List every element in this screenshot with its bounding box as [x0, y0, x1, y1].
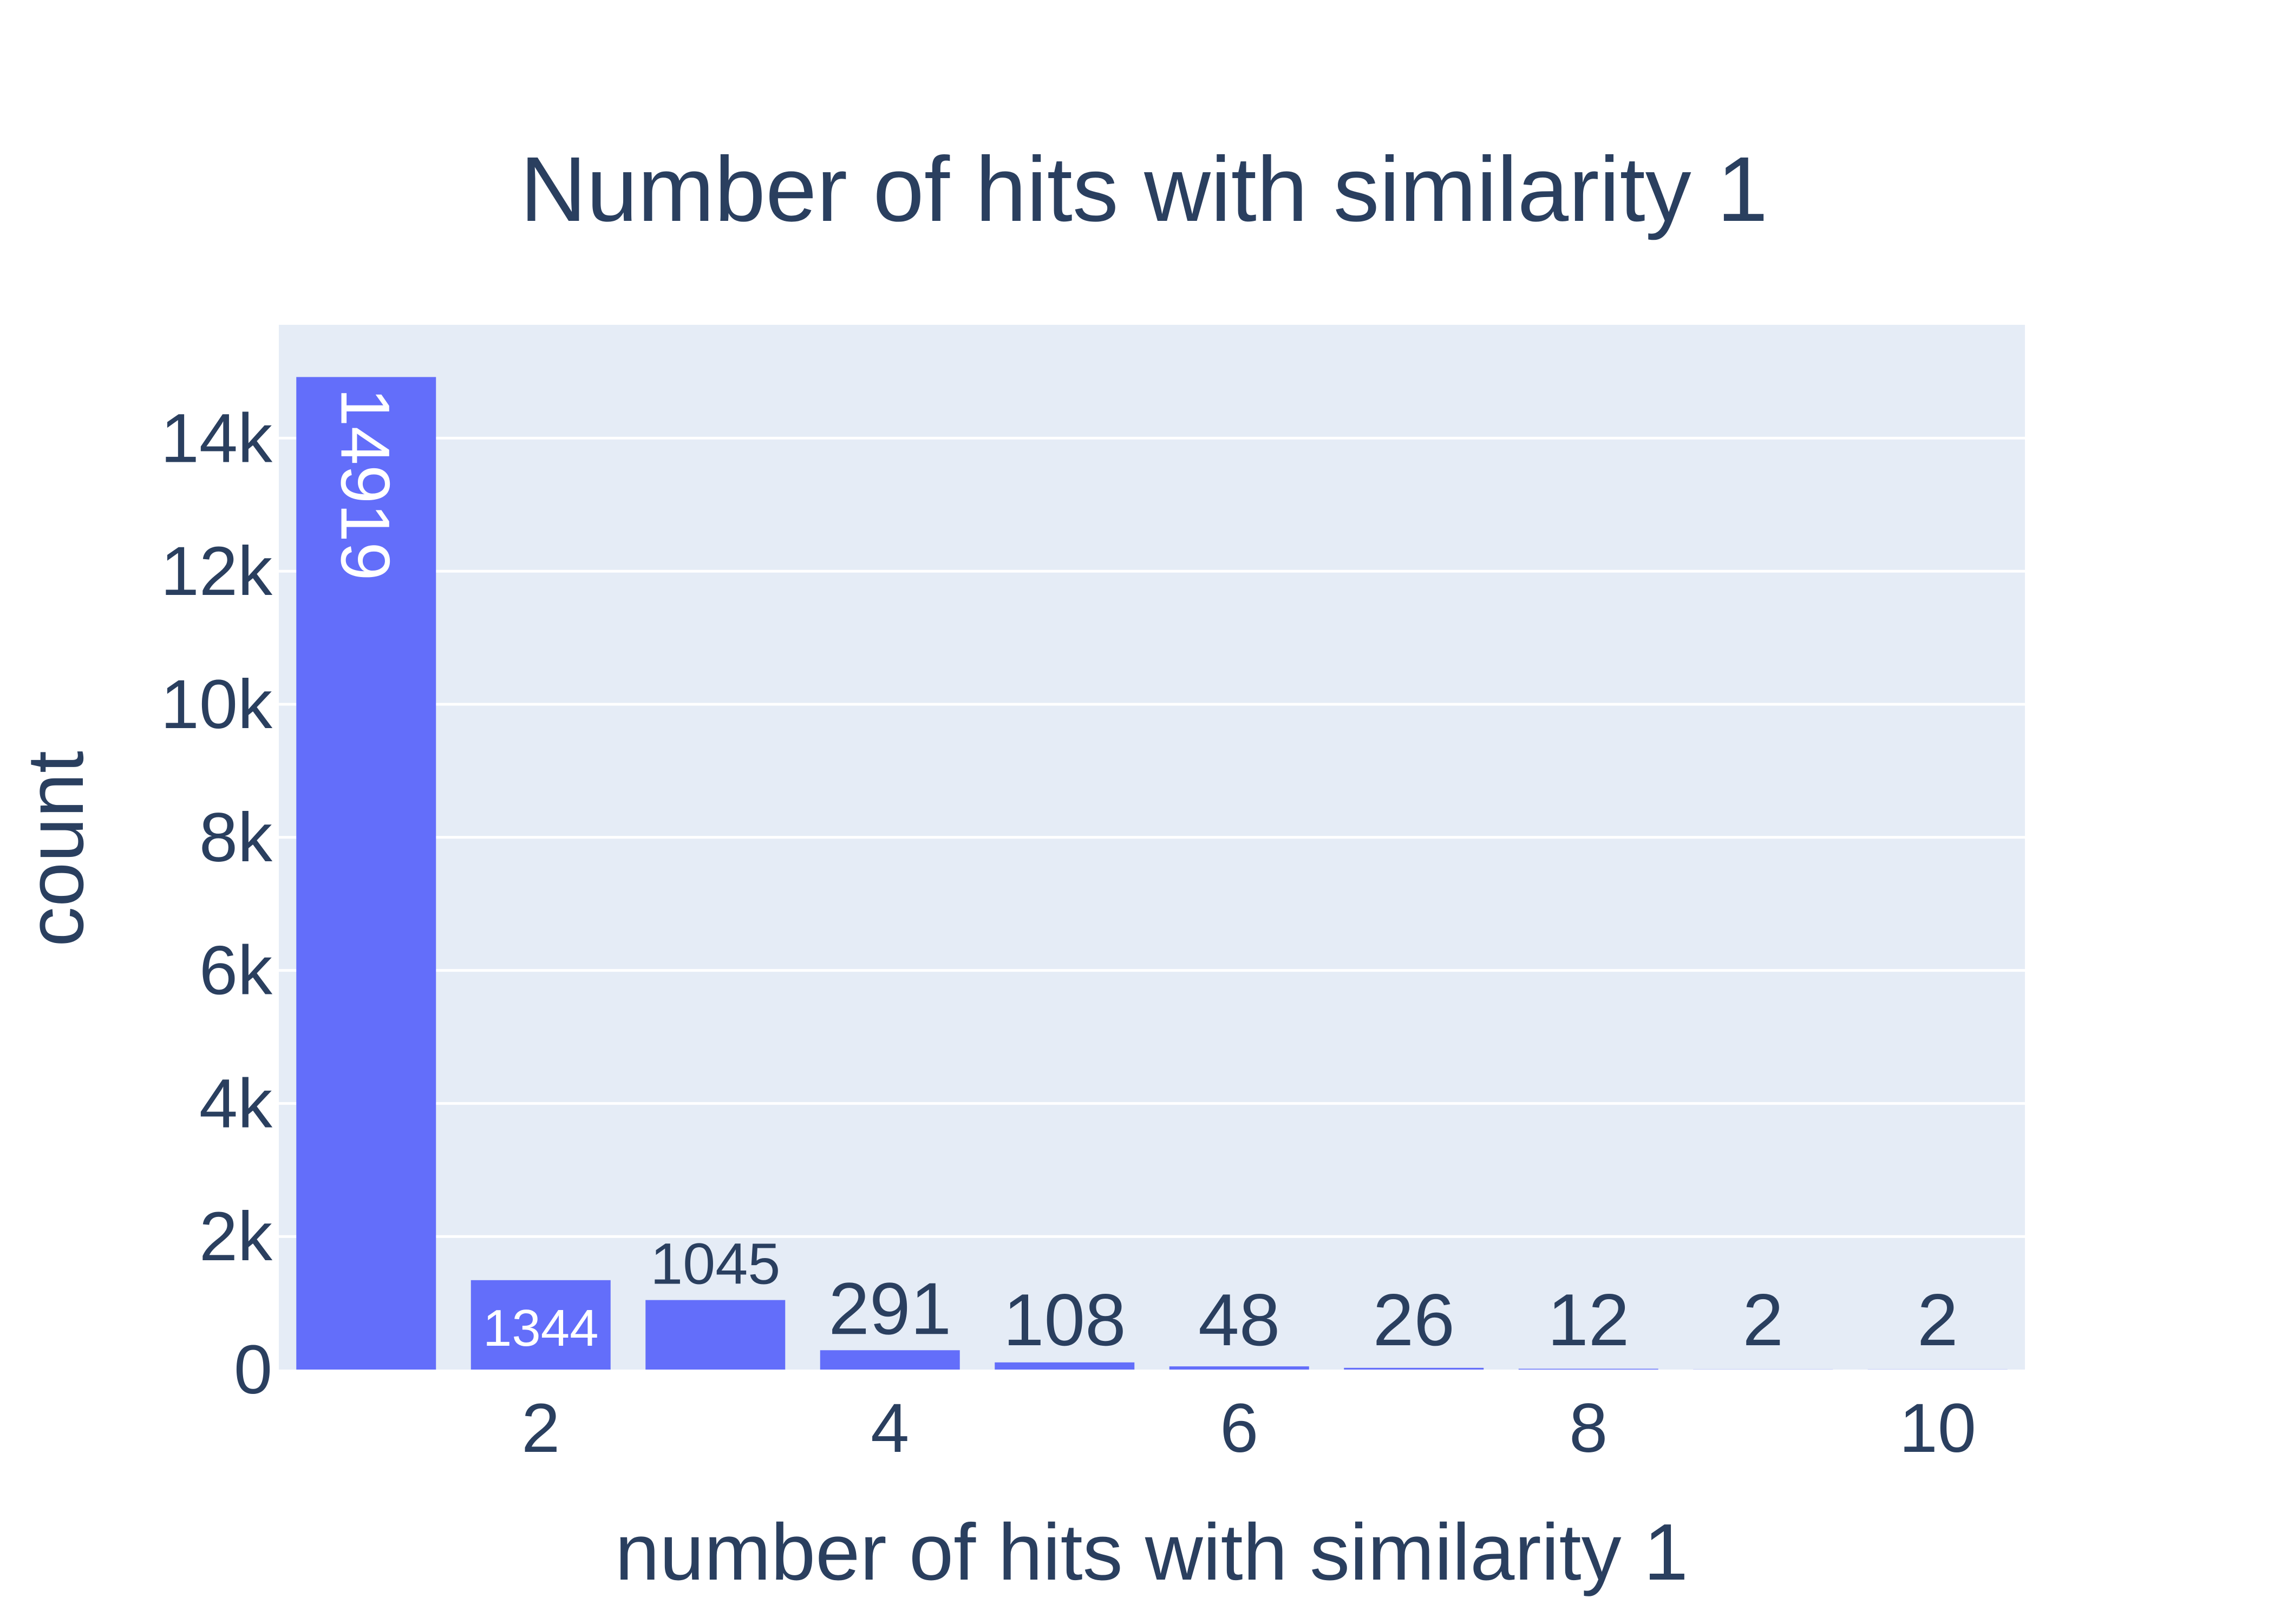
x-tick-label: 8 — [1569, 1390, 1608, 1467]
x-axis-ticks: 2 4 6 8 10 — [521, 1390, 1976, 1467]
bar-value-label: 48 — [1198, 1279, 1280, 1361]
bar — [645, 1300, 786, 1370]
y-tick-label: 6k — [199, 932, 273, 1010]
bar-value-label: 14919 — [326, 388, 403, 580]
bar-labels: 14919 1344 1045 291 108 48 26 12 2 2 — [326, 388, 1958, 1361]
bar-value-label: 1045 — [650, 1231, 780, 1296]
x-tick-label: 2 — [521, 1390, 560, 1467]
y-tick-label: 0 — [234, 1331, 272, 1409]
y-tick-label: 4k — [199, 1065, 273, 1142]
bar-value-label: 2 — [1917, 1279, 1958, 1361]
y-tick-label: 10k — [161, 666, 273, 743]
bar — [296, 377, 436, 1370]
bar — [820, 1350, 960, 1370]
y-tick-label: 2k — [199, 1198, 273, 1275]
bar-value-label: 2 — [1742, 1279, 1783, 1361]
bar-value-label: 108 — [1003, 1279, 1126, 1361]
y-tick-label: 12k — [161, 533, 273, 610]
chart-title: Number of hits with similarity 1 — [520, 138, 1768, 241]
y-axis-ticks: 0 2k 4k 6k 8k 10k 12k 14k — [161, 400, 273, 1409]
y-tick-label: 14k — [161, 400, 273, 477]
bars — [296, 377, 2008, 1370]
bar — [471, 1280, 611, 1370]
x-axis-label: number of hits with similarity 1 — [615, 1508, 1688, 1597]
bar-value-label: 1344 — [483, 1299, 599, 1357]
bar — [995, 1362, 1135, 1370]
x-tick-label: 4 — [871, 1390, 909, 1467]
plot-background — [279, 325, 2025, 1370]
grid-lines — [279, 436, 2025, 1238]
bar — [1518, 1368, 1658, 1370]
x-tick-label: 10 — [1899, 1390, 1976, 1467]
bar-value-label: 26 — [1373, 1279, 1455, 1361]
bar-value-label: 12 — [1547, 1279, 1629, 1361]
y-axis-label: count — [11, 751, 100, 947]
bar-value-label: 291 — [828, 1267, 951, 1350]
y-tick-label: 8k — [199, 799, 273, 876]
bar — [1344, 1367, 1484, 1370]
x-tick-label: 6 — [1220, 1390, 1258, 1467]
bar — [1169, 1366, 1309, 1370]
